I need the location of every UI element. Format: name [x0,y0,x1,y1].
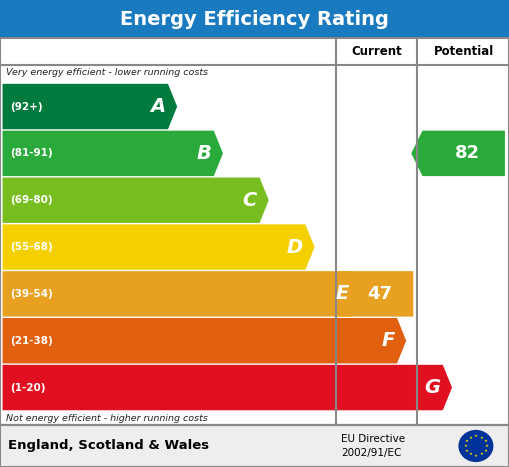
Text: ★: ★ [465,439,469,443]
Text: ★: ★ [485,444,489,448]
Text: 47: 47 [367,285,392,303]
Text: England, Scotland & Wales: England, Scotland & Wales [8,439,209,453]
Text: (21-38): (21-38) [10,336,53,346]
Text: ★: ★ [465,449,469,453]
Text: ★: ★ [483,449,487,453]
Text: ★: ★ [469,436,472,439]
Polygon shape [3,224,315,270]
Text: (81-91): (81-91) [10,149,53,158]
Polygon shape [3,131,223,176]
Polygon shape [3,365,452,410]
Text: ★: ★ [474,454,478,458]
Text: ★: ★ [479,453,483,456]
Text: Not energy efficient - higher running costs: Not energy efficient - higher running co… [6,414,208,423]
Text: A: A [150,97,165,116]
Polygon shape [3,271,360,317]
Text: C: C [243,191,257,210]
Text: D: D [287,238,303,256]
Text: E: E [335,284,349,304]
Text: (69-80): (69-80) [10,195,53,205]
Polygon shape [327,271,413,317]
Polygon shape [411,131,505,176]
Text: (92+): (92+) [10,101,43,112]
Text: G: G [425,378,440,397]
Text: EU Directive
2002/91/EC: EU Directive 2002/91/EC [341,434,405,458]
Text: ★: ★ [463,444,467,448]
Text: ★: ★ [469,453,472,456]
Text: (39-54): (39-54) [10,289,53,299]
Text: (1-20): (1-20) [10,382,46,393]
Polygon shape [3,84,177,129]
Polygon shape [3,318,406,363]
Text: ★: ★ [474,434,478,438]
Text: F: F [381,331,394,350]
Bar [0,0,509,38]
Text: ★: ★ [483,439,487,443]
Bar [0,38,509,425]
Text: Very energy efficient - lower running costs: Very energy efficient - lower running co… [6,68,208,77]
Polygon shape [3,177,269,223]
Text: ★: ★ [479,436,483,439]
Text: Current: Current [351,45,402,58]
Text: 82: 82 [455,144,480,163]
Text: (55-68): (55-68) [10,242,53,252]
Text: B: B [196,144,211,163]
Text: Energy Efficiency Rating: Energy Efficiency Rating [120,10,389,28]
Bar [0,425,509,467]
Circle shape [459,431,493,461]
Text: Potential: Potential [434,45,495,58]
